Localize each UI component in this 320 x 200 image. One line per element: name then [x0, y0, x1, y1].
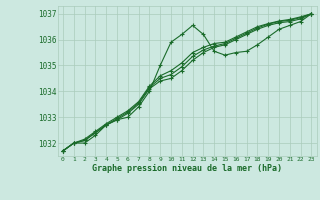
- X-axis label: Graphe pression niveau de la mer (hPa): Graphe pression niveau de la mer (hPa): [92, 164, 282, 173]
